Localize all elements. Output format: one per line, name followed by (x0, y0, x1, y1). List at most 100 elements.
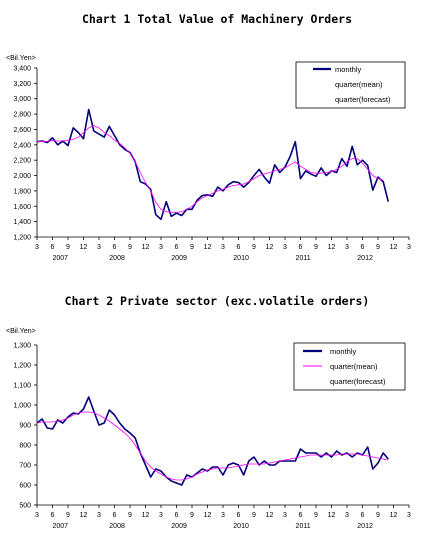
chart-2-legend: monthly quarter(mean) quarter(forecast) (293, 342, 406, 391)
year-label: 2007 (52, 255, 68, 262)
x-tick-label: 6 (113, 512, 117, 519)
year-label: 2009 (171, 255, 187, 262)
chart-2-y-ticks: 500 600 700 800 900 1,000 1,100 1,200 1,300 (13, 343, 37, 510)
x-tick-label: 3 (221, 244, 225, 251)
year-label: 2011 (296, 523, 311, 530)
chart-2-year-labels: 2007 2008 2009 2010 2011 2012 (52, 523, 373, 530)
y-tick-label: 700 (19, 463, 31, 470)
chart-1-y-ticks: 1,200 1,400 1,600 1,800 2,000 2,200 2,400 2,600… (13, 66, 37, 242)
y-tick-label: 1,000 (13, 403, 31, 410)
x-tick-label: 12 (390, 244, 398, 251)
y-tick-label: 3,000 (13, 96, 31, 103)
x-tick-label: 9 (66, 244, 70, 251)
x-tick-label: 12 (142, 512, 150, 519)
x-tick-label: 9 (252, 244, 256, 251)
y-tick-label: 1,100 (13, 383, 31, 390)
chart-1-x-ticks: 3 6 9 12 3 6 9 12 3 6 9 12 3 6 9 12 3 6 9 12 3 6 9 12 3 (35, 237, 411, 251)
series-line-quarter-mean (36, 411, 389, 481)
x-tick-label: 12 (204, 244, 212, 251)
year-label: 2012 (357, 523, 373, 530)
x-tick-label: 3 (221, 512, 225, 519)
x-tick-label: 6 (175, 244, 179, 251)
x-tick-label: 12 (328, 244, 336, 251)
chart-1-year-labels: 2007 2008 2009 2010 2011 2012 (52, 255, 373, 262)
x-tick-label: 3 (159, 512, 163, 519)
x-tick-label: 9 (314, 244, 318, 251)
year-label: 2010 (233, 255, 249, 262)
x-tick-label: 6 (51, 244, 55, 251)
chart-2-legend-monthly: monthly (330, 347, 357, 356)
y-tick-label: 2,800 (13, 112, 31, 119)
x-tick-label: 3 (407, 512, 411, 519)
x-tick-label: 3 (97, 244, 101, 251)
y-tick-label: 2,600 (13, 127, 31, 134)
y-tick-label: 1,600 (13, 204, 31, 211)
y-tick-label: 2,200 (13, 158, 31, 165)
chart-2-series (36, 396, 389, 486)
year-label: 2008 (109, 523, 125, 530)
chart-2: Chart 2 Private sector (exc.volatile ord… (6, 294, 411, 530)
x-tick-label: 12 (80, 244, 88, 251)
x-tick-label: 9 (190, 512, 194, 519)
x-tick-label: 9 (376, 512, 380, 519)
year-label: 2008 (109, 255, 125, 262)
year-label: 2009 (171, 523, 187, 530)
y-tick-label: 1,800 (13, 188, 31, 195)
x-tick-label: 3 (407, 244, 411, 251)
y-tick-label: 2,400 (13, 142, 31, 149)
x-tick-label: 3 (35, 512, 39, 519)
x-tick-label: 9 (252, 512, 256, 519)
chart-1-legend-quarter-forecast: quarter(forecast) (335, 95, 391, 104)
x-tick-label: 3 (345, 512, 349, 519)
x-tick-label: 3 (345, 244, 349, 251)
y-tick-label: 2,000 (13, 173, 31, 180)
chart-2-unit-label: <Bil.Yen> (6, 328, 36, 335)
series-line-monthly (36, 108, 390, 221)
y-tick-label: 500 (19, 503, 31, 510)
y-tick-label: 1,200 (13, 363, 31, 370)
x-tick-label: 6 (237, 244, 241, 251)
y-tick-label: 600 (19, 483, 31, 490)
series-line-quarter-mean (36, 125, 384, 213)
chart-1-legend: monthly quarter(mean) quarter(forecast) (295, 61, 406, 109)
x-tick-label: 12 (390, 512, 398, 519)
x-tick-label: 12 (80, 512, 88, 519)
x-tick-label: 6 (361, 512, 365, 519)
x-tick-label: 9 (190, 244, 194, 251)
chart-1-unit-label: <Bil.Yen> (6, 55, 36, 62)
x-tick-label: 9 (66, 512, 70, 519)
series-line-monthly (36, 396, 389, 486)
x-tick-label: 12 (142, 244, 150, 251)
y-tick-label: 800 (19, 443, 31, 450)
x-tick-label: 12 (266, 244, 274, 251)
x-tick-label: 3 (97, 512, 101, 519)
x-tick-label: 6 (175, 512, 179, 519)
x-tick-label: 6 (299, 244, 303, 251)
x-tick-label: 6 (361, 244, 365, 251)
chart-1-legend-quarter-mean: quarter(mean) (335, 80, 383, 89)
year-label: 2007 (52, 523, 68, 530)
chart-2-title: Chart 2 Private sector (exc.volatile ord… (65, 294, 370, 308)
x-tick-label: 6 (237, 512, 241, 519)
y-tick-label: 900 (19, 423, 31, 430)
x-tick-label: 9 (128, 244, 132, 251)
chart-1-title: Chart 1 Total Value of Machinery Orders (82, 12, 352, 26)
x-tick-label: 3 (159, 244, 163, 251)
chart-2-x-ticks: 3 6 9 12 3 6 9 12 3 6 9 12 3 6 9 12 3 6 9 12 3 6 9 12 3 (35, 505, 411, 519)
x-tick-label: 12 (204, 512, 212, 519)
x-tick-label: 3 (283, 512, 287, 519)
chart-1-legend-monthly: monthly (335, 65, 362, 74)
year-label: 2011 (296, 255, 311, 262)
chart-2-legend-quarter-forecast: quarter(forecast) (330, 377, 386, 386)
chart-1-series (36, 108, 390, 221)
x-tick-label: 6 (113, 244, 117, 251)
x-tick-label: 6 (299, 512, 303, 519)
year-label: 2010 (233, 523, 249, 530)
x-tick-label: 9 (376, 244, 380, 251)
x-tick-label: 6 (51, 512, 55, 519)
x-tick-label: 3 (35, 244, 39, 251)
year-label: 2012 (357, 255, 373, 262)
x-tick-label: 12 (266, 512, 274, 519)
x-tick-label: 12 (328, 512, 336, 519)
